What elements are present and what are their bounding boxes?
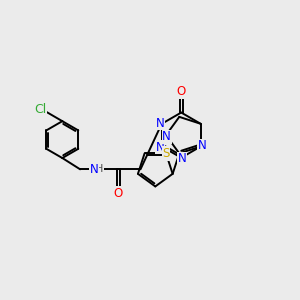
Text: O: O	[177, 85, 186, 98]
Text: N: N	[162, 130, 171, 143]
Text: N: N	[89, 163, 98, 176]
Text: N: N	[198, 139, 207, 152]
Text: S: S	[162, 147, 170, 160]
Text: O: O	[114, 187, 123, 200]
Text: H: H	[95, 164, 103, 174]
Text: N: N	[156, 140, 164, 154]
Text: N: N	[156, 117, 164, 130]
Text: N: N	[177, 152, 186, 165]
Text: Cl: Cl	[34, 103, 47, 116]
